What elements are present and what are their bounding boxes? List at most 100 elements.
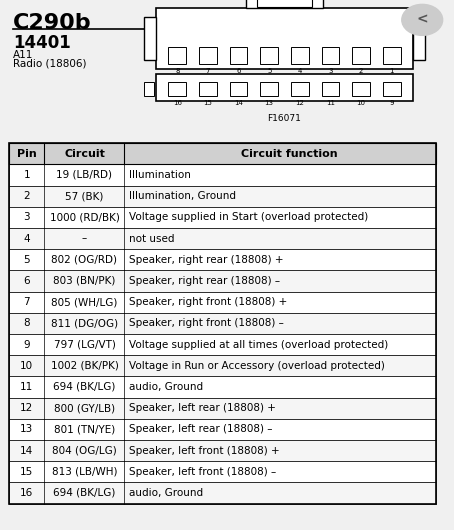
FancyBboxPatch shape [9, 334, 436, 355]
FancyBboxPatch shape [168, 82, 186, 96]
FancyBboxPatch shape [9, 419, 436, 440]
Text: Speaker, right rear (18808) +: Speaker, right rear (18808) + [129, 255, 283, 264]
Text: Speaker, right rear (18808) –: Speaker, right rear (18808) – [129, 276, 280, 286]
Text: Speaker, right front (18808) +: Speaker, right front (18808) + [129, 297, 287, 307]
FancyBboxPatch shape [9, 355, 436, 376]
FancyBboxPatch shape [321, 82, 339, 96]
FancyBboxPatch shape [199, 82, 217, 96]
Text: 694 (BK/LG): 694 (BK/LG) [53, 488, 116, 498]
Text: F16071: F16071 [267, 114, 301, 123]
Text: 813 (LB/WH): 813 (LB/WH) [52, 467, 117, 476]
Text: A11: A11 [13, 50, 34, 60]
Text: 2: 2 [359, 68, 363, 74]
Text: audio, Ground: audio, Ground [129, 382, 203, 392]
Text: 2: 2 [23, 191, 30, 201]
Text: 15: 15 [20, 467, 33, 476]
FancyBboxPatch shape [9, 292, 436, 313]
FancyBboxPatch shape [9, 376, 436, 398]
FancyBboxPatch shape [230, 82, 247, 96]
Text: Voltage supplied in Start (overload protected): Voltage supplied in Start (overload prot… [129, 213, 368, 222]
FancyBboxPatch shape [156, 8, 414, 69]
Text: Radio (18806): Radio (18806) [13, 58, 87, 68]
Text: 15: 15 [203, 100, 212, 106]
FancyBboxPatch shape [9, 398, 436, 419]
FancyBboxPatch shape [9, 482, 436, 504]
Text: 800 (GY/LB): 800 (GY/LB) [54, 403, 115, 413]
Text: 3: 3 [23, 213, 30, 222]
Text: 8: 8 [23, 319, 30, 328]
FancyBboxPatch shape [9, 313, 436, 334]
Text: 13: 13 [265, 100, 274, 106]
FancyBboxPatch shape [260, 47, 278, 64]
FancyBboxPatch shape [9, 270, 436, 292]
FancyBboxPatch shape [9, 143, 436, 164]
Text: 10: 10 [20, 361, 33, 370]
Text: 14401: 14401 [13, 34, 71, 52]
FancyBboxPatch shape [414, 17, 424, 60]
Text: 7: 7 [206, 68, 210, 74]
FancyBboxPatch shape [321, 47, 339, 64]
Text: Speaker, left rear (18808) –: Speaker, left rear (18808) – [129, 425, 272, 434]
Text: C290b: C290b [13, 13, 92, 33]
FancyBboxPatch shape [383, 82, 400, 96]
Text: –: – [82, 234, 87, 243]
FancyBboxPatch shape [260, 82, 278, 96]
Text: 6: 6 [237, 68, 241, 74]
Text: 1000 (RD/BK): 1000 (RD/BK) [49, 213, 119, 222]
Text: Circuit: Circuit [64, 149, 105, 158]
Text: 5: 5 [267, 68, 271, 74]
FancyBboxPatch shape [291, 47, 309, 64]
Text: 1: 1 [390, 68, 394, 74]
Text: 801 (TN/YE): 801 (TN/YE) [54, 425, 115, 434]
FancyBboxPatch shape [246, 0, 323, 8]
Text: audio, Ground: audio, Ground [129, 488, 203, 498]
Text: Circuit function: Circuit function [241, 149, 337, 158]
Text: 12: 12 [20, 403, 33, 413]
FancyBboxPatch shape [352, 82, 370, 96]
Text: Voltage supplied at all times (overload protected): Voltage supplied at all times (overload … [129, 340, 388, 349]
Text: 57 (BK): 57 (BK) [65, 191, 104, 201]
Text: 6: 6 [23, 276, 30, 286]
Text: 9: 9 [23, 340, 30, 349]
Text: 805 (WH/LG): 805 (WH/LG) [51, 297, 118, 307]
Text: 16: 16 [173, 100, 182, 106]
Text: 1002 (BK/PK): 1002 (BK/PK) [50, 361, 118, 370]
Text: 1: 1 [23, 170, 30, 180]
Text: 802 (OG/RD): 802 (OG/RD) [51, 255, 118, 264]
Text: 16: 16 [20, 488, 33, 498]
Text: Illumination, Ground: Illumination, Ground [129, 191, 236, 201]
FancyBboxPatch shape [144, 17, 156, 60]
Text: 9: 9 [390, 100, 394, 106]
FancyBboxPatch shape [9, 228, 436, 249]
FancyBboxPatch shape [9, 164, 436, 186]
FancyBboxPatch shape [168, 47, 186, 64]
Text: 14: 14 [20, 446, 33, 455]
Text: Voltage in Run or Accessory (overload protected): Voltage in Run or Accessory (overload pr… [129, 361, 385, 370]
FancyBboxPatch shape [9, 186, 436, 207]
FancyBboxPatch shape [9, 461, 436, 482]
Text: Speaker, right front (18808) –: Speaker, right front (18808) – [129, 319, 284, 328]
Text: Illumination: Illumination [129, 170, 191, 180]
Text: 694 (BK/LG): 694 (BK/LG) [53, 382, 116, 392]
Text: 8: 8 [175, 68, 180, 74]
Text: 4: 4 [23, 234, 30, 243]
Text: 11: 11 [326, 100, 335, 106]
Text: 10: 10 [356, 100, 365, 106]
Text: Speaker, left rear (18808) +: Speaker, left rear (18808) + [129, 403, 276, 413]
FancyBboxPatch shape [156, 74, 414, 101]
Text: 11: 11 [20, 382, 33, 392]
Text: 5: 5 [23, 255, 30, 264]
Text: 811 (DG/OG): 811 (DG/OG) [51, 319, 118, 328]
Text: Speaker, left front (18808) +: Speaker, left front (18808) + [129, 446, 280, 455]
FancyBboxPatch shape [230, 47, 247, 64]
Text: 804 (OG/LG): 804 (OG/LG) [52, 446, 117, 455]
Text: 13: 13 [20, 425, 33, 434]
Text: Pin: Pin [17, 149, 37, 158]
FancyBboxPatch shape [383, 47, 400, 64]
Text: 7: 7 [23, 297, 30, 307]
Text: Speaker, left front (18808) –: Speaker, left front (18808) – [129, 467, 276, 476]
FancyBboxPatch shape [352, 47, 370, 64]
FancyBboxPatch shape [291, 82, 309, 96]
Text: 19 (LB/RD): 19 (LB/RD) [56, 170, 113, 180]
FancyBboxPatch shape [9, 207, 436, 228]
